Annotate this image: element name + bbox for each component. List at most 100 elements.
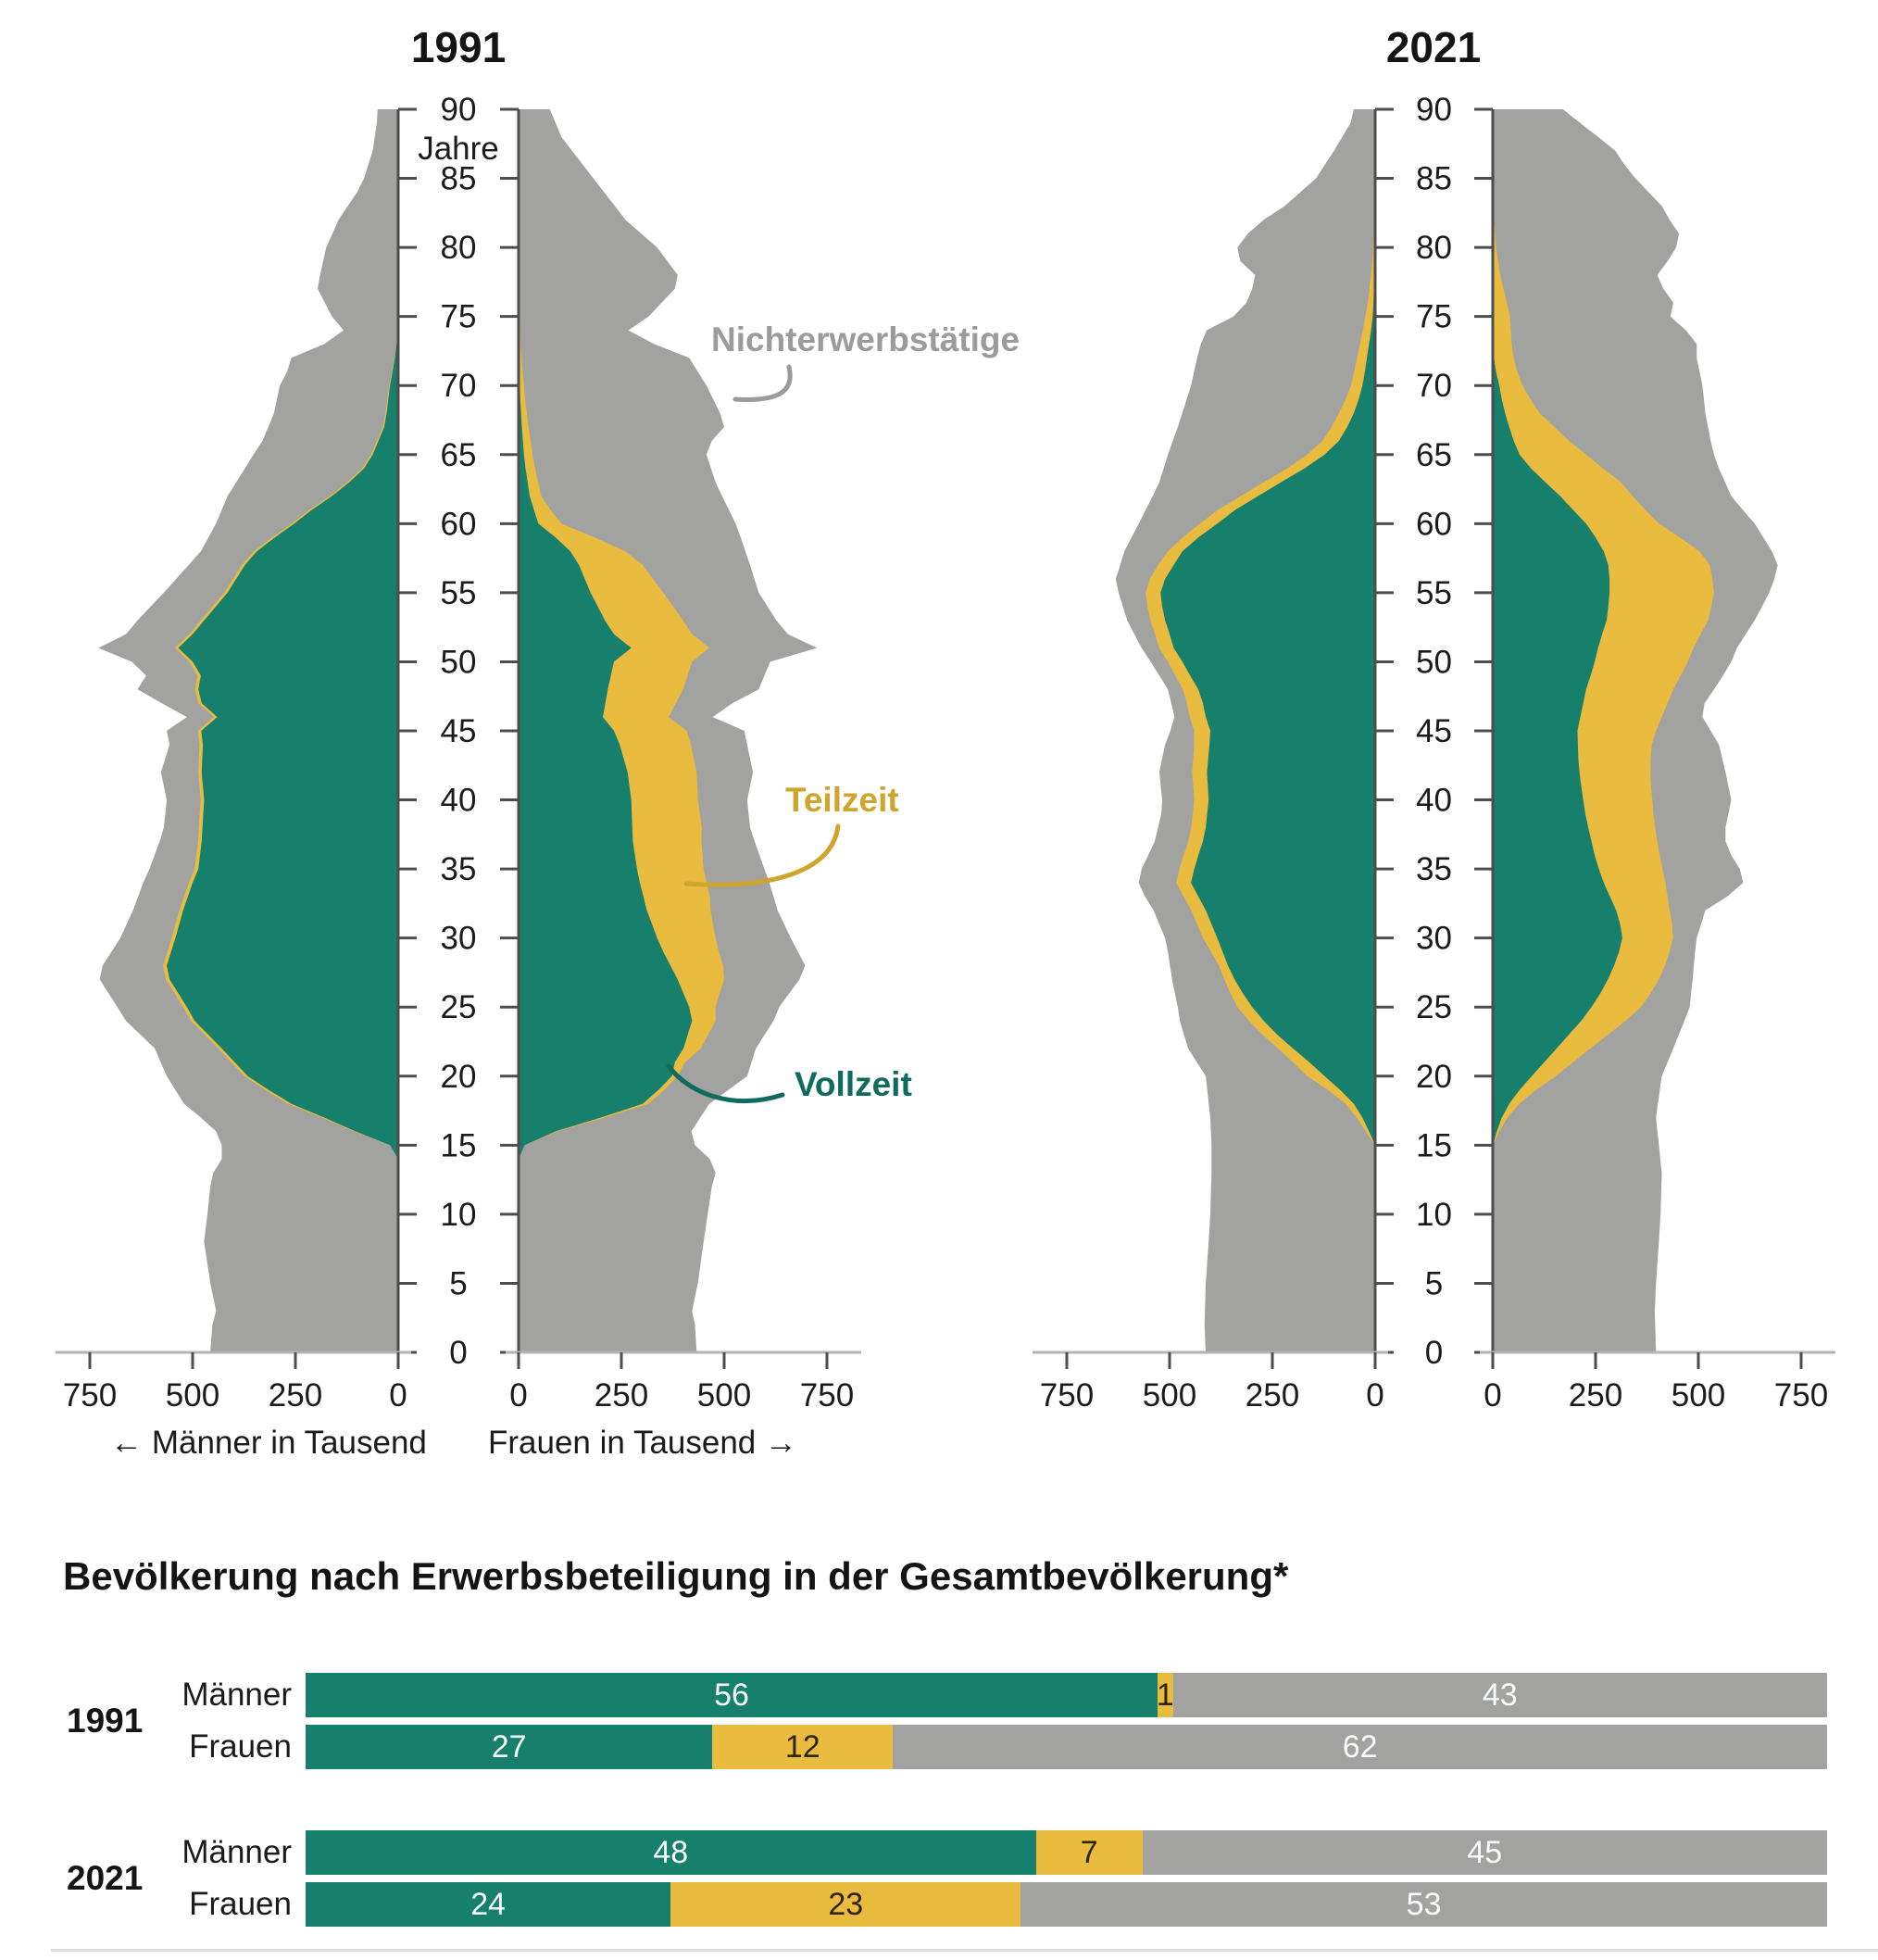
value-tick-label: 500 <box>166 1377 219 1413</box>
age-tick-label: 20 <box>1416 1059 1452 1095</box>
age-tick-label: 60 <box>1416 506 1452 542</box>
bar-segment-nichterwerbstätige: 62 <box>893 1725 1827 1769</box>
bar-segment-vollzeit: 48 <box>306 1830 1036 1875</box>
bar-segment-value: 24 <box>470 1887 507 1922</box>
value-tick-label: 250 <box>1246 1377 1299 1413</box>
age-tick-label: 55 <box>441 575 477 611</box>
bar-segment-value: 48 <box>653 1835 689 1870</box>
age-tick-label: 80 <box>1416 230 1452 266</box>
age-tick-label: 20 <box>441 1059 477 1095</box>
age-tick-label: 50 <box>441 644 477 680</box>
value-tick-label: 750 <box>63 1377 117 1413</box>
age-tick-label: 30 <box>1416 921 1452 957</box>
bar-row-label: Frauen <box>189 1886 292 1922</box>
age-tick-label: 40 <box>1416 783 1452 819</box>
age-tick-label: 25 <box>1416 989 1452 1025</box>
bar-segment-teilzeit: 23 <box>670 1882 1021 1927</box>
age-tick-label: 70 <box>441 368 477 404</box>
age-tick-label: 10 <box>1416 1197 1452 1233</box>
bar-segment-value: 45 <box>1467 1835 1503 1870</box>
value-tick-label: 500 <box>1143 1377 1196 1413</box>
stacked-bar-2021-frauen: 24 23 53 <box>306 1882 1827 1927</box>
bar-segment-value: 23 <box>828 1887 864 1922</box>
bar-segment-teilzeit: 7 <box>1035 1830 1143 1875</box>
age-tick-label: 85 <box>1416 161 1452 197</box>
age-tick-label: 45 <box>441 713 477 749</box>
age-tick-label: 10 <box>441 1197 477 1233</box>
age-tick-label: 85 <box>441 161 477 197</box>
value-tick-label: 750 <box>1040 1377 1094 1413</box>
age-tick-label: 60 <box>441 506 477 542</box>
bar-segment-teilzeit: 1 <box>1156 1673 1174 1717</box>
nichterwerbstaetige-leader-line <box>732 364 793 402</box>
stacked-bar-1991-frauen: 27 12 62 <box>306 1725 1827 1769</box>
bottom-chart-title: Bevölkerung nach Erwerbsbeteiligung in d… <box>63 1554 1289 1598</box>
age-tick-label: 0 <box>449 1335 467 1371</box>
bar-segment-value: 56 <box>714 1677 749 1713</box>
age-tick-label: 35 <box>1416 851 1452 887</box>
stacked-bar-1991-männer: 56 1 43 <box>306 1673 1827 1717</box>
legend-label-nichterwerbstaetige: Nichterwerbstätige <box>711 320 1020 358</box>
bar-segment-value: 43 <box>1482 1677 1518 1713</box>
bar-segment-value: 53 <box>1406 1887 1442 1922</box>
footer-divider <box>51 1949 1878 1952</box>
bar-segment-value: 62 <box>1342 1729 1378 1765</box>
value-tick-label: 750 <box>1774 1377 1828 1413</box>
age-tick-label: 0 <box>1425 1335 1443 1371</box>
bar-segment-teilzeit: 12 <box>712 1725 894 1769</box>
vollzeit-leader-line <box>666 1063 785 1104</box>
pyramid-2021-men-vollzeit-area <box>1160 247 1375 1146</box>
pyramid-title-1991: 1991 <box>410 23 507 71</box>
pyramid-title-2021: 2021 <box>1385 23 1482 71</box>
age-tick-label: 75 <box>1416 299 1452 335</box>
bar-segment-vollzeit: 56 <box>306 1673 1158 1717</box>
pyramid-1991-women-vollzeit-area <box>519 344 693 1160</box>
age-tick-label: 15 <box>441 1127 477 1163</box>
age-tick-label: 70 <box>1416 368 1452 404</box>
age-tick-label: 65 <box>1416 437 1452 473</box>
age-tick-label: 40 <box>441 783 477 819</box>
value-tick-label: 250 <box>1569 1377 1622 1413</box>
bar-segment-nichterwerbstätige: 45 <box>1142 1830 1827 1875</box>
bar-segment-value: 1 <box>1156 1677 1174 1713</box>
bar-row-label: Frauen <box>189 1728 292 1765</box>
age-tick-label: 25 <box>441 989 477 1025</box>
value-tick-label: 250 <box>269 1377 322 1413</box>
age-tick-label: 75 <box>441 299 477 335</box>
bar-segment-value: 7 <box>1080 1835 1098 1870</box>
legend-label-vollzeit: Vollzeit <box>795 1065 912 1103</box>
age-tick-label: 55 <box>1416 575 1452 611</box>
pyramid-1991-men-vollzeit-area <box>167 330 398 1160</box>
value-tick-label: 0 <box>1366 1377 1383 1413</box>
legend-label-teilzeit: Teilzeit <box>785 781 899 819</box>
age-tick-label: 65 <box>441 437 477 473</box>
group-year-label: 1991 <box>67 1702 144 1740</box>
teilzeit-leader-line <box>683 823 841 887</box>
age-tick-label: 80 <box>441 230 477 266</box>
value-tick-label: 0 <box>1484 1377 1501 1413</box>
population-pyramids-plot: 051015202530354045505560657075808590Jahr… <box>56 92 1835 1413</box>
value-tick-label: 500 <box>697 1377 751 1413</box>
value-tick-label: 0 <box>509 1377 527 1413</box>
value-tick-label: 0 <box>389 1377 407 1413</box>
age-tick-label: 90 <box>441 92 477 128</box>
age-tick-label: 45 <box>1416 713 1452 749</box>
age-tick-label: 15 <box>1416 1127 1452 1163</box>
bar-segment-value: 27 <box>491 1729 527 1765</box>
age-tick-label: 35 <box>441 851 477 887</box>
bar-segment-value: 12 <box>784 1729 820 1765</box>
group-year-label: 2021 <box>67 1859 144 1897</box>
age-tick-label: 5 <box>1425 1265 1443 1301</box>
women-axis-caption: Frauen in Tausend → <box>487 1425 798 1461</box>
stacked-bar-2021-männer: 48 7 45 <box>306 1830 1827 1875</box>
bar-row-label: Männer <box>182 1677 292 1713</box>
pyramid-2021-women-vollzeit-area <box>1493 344 1622 1146</box>
value-tick-label: 750 <box>800 1377 854 1413</box>
age-tick-label: 30 <box>441 921 477 957</box>
age-tick-label: 5 <box>449 1265 467 1301</box>
age-tick-label: 50 <box>1416 644 1452 680</box>
value-tick-label: 500 <box>1671 1377 1725 1413</box>
bar-segment-nichterwerbstätige: 43 <box>1172 1673 1827 1717</box>
bar-segment-vollzeit: 27 <box>306 1725 713 1769</box>
